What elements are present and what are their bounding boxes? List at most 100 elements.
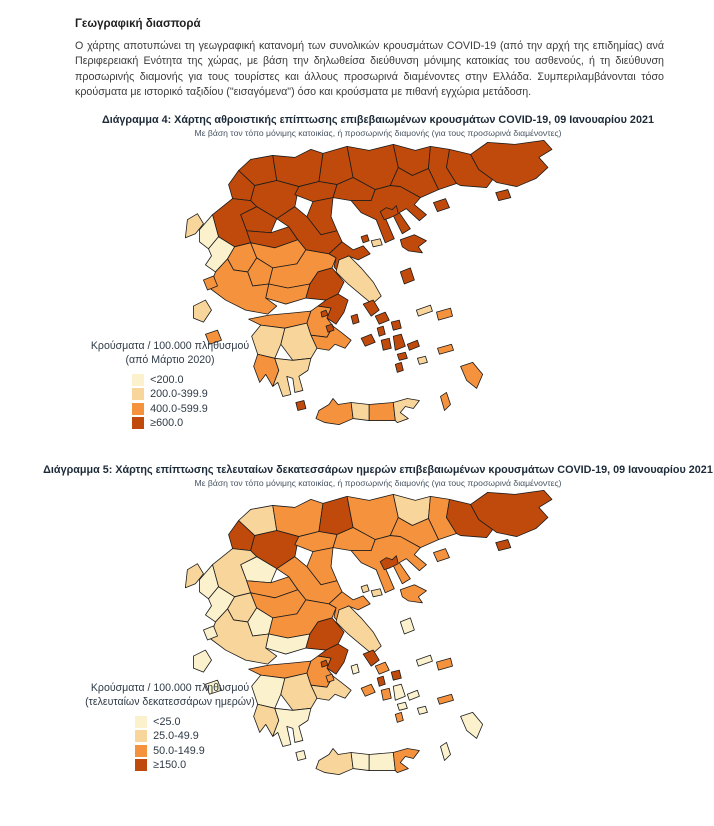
region-laconia — [272, 708, 312, 748]
legend-item: 25.0-49.9 — [135, 729, 205, 744]
region-ikaria — [415, 654, 433, 667]
figure-5: Διάγραμμα 5: Χάρτης επίπτωσης τελευταίων… — [0, 464, 714, 790]
region-samos — [436, 657, 453, 671]
region-samothraki — [495, 189, 512, 202]
legend-swatch — [135, 744, 148, 757]
region-corfu — [184, 213, 204, 239]
region-mykonos — [390, 319, 402, 331]
legend-14day: Κρούσματα / 100.000 πληθυσμού (τελευταίω… — [84, 682, 256, 776]
region-evia — [335, 605, 382, 655]
figure-4-subtitle: Με βάση τον τόπο μόνιμης κατοικίας, ή πρ… — [194, 128, 562, 139]
legend-item: 400.0-599.9 — [132, 402, 208, 417]
region-milos — [360, 333, 376, 347]
legend-item: ≥150.0 — [135, 758, 205, 773]
figure-4: Διάγραμμα 4: Χάρτης αθροιστικής επίπτωση… — [0, 114, 714, 450]
region-syros — [376, 675, 386, 687]
region-zakynthos — [205, 679, 222, 695]
region-kos — [437, 694, 454, 705]
legend-item-label: <200.0 — [150, 373, 184, 386]
region-amorgos — [406, 690, 420, 701]
region-skopelos — [370, 238, 383, 248]
region-paros — [380, 338, 392, 351]
legend-item: 200.0-399.9 — [132, 387, 208, 402]
region-astypalaia — [416, 356, 428, 365]
legend-title: Κρούσματα / 100.000 πληθυσμού — [90, 682, 250, 695]
region-evros — [470, 140, 553, 188]
region-lemnos — [379, 555, 399, 571]
region-aegina — [325, 323, 335, 333]
legend-items: <25.0 25.0-49.9 50.0-149.9 ≥150.0 — [135, 715, 205, 773]
region-arcadia — [280, 672, 318, 711]
region-kea — [350, 313, 360, 325]
region-naxos — [392, 683, 406, 701]
map-area-cumulative: Κρούσματα / 100.000 πληθυσμού (από Μάρτι… — [0, 140, 714, 450]
legend-swatch — [132, 373, 145, 386]
region-chania — [315, 398, 354, 426]
region-skiathos — [360, 584, 370, 594]
section-heading: Γεωγραφική διασπορά — [75, 18, 201, 30]
greece-map-cumulative — [184, 140, 553, 426]
region-kythira — [295, 400, 307, 412]
region-aetolia — [209, 258, 278, 315]
region-evia — [335, 255, 382, 305]
region-chania — [315, 748, 354, 776]
region-salamina — [320, 309, 329, 318]
region-thasos — [433, 548, 450, 563]
region-syros — [376, 325, 386, 337]
legend-swatch — [135, 759, 148, 772]
legend-item-label: <25.0 — [153, 715, 181, 728]
region-chios — [399, 617, 415, 635]
region-milos — [360, 683, 376, 697]
region-skopelos — [370, 588, 383, 598]
region-heraklion — [368, 402, 396, 422]
legend-subtitle: (από Μάρτιο 2020) — [125, 353, 215, 366]
legend-swatch — [135, 730, 148, 743]
region-thasos — [433, 198, 450, 213]
legend-item-label: 200.0-399.9 — [150, 388, 208, 401]
region-kythira — [295, 750, 307, 762]
legend-items: <200.0 200.0-399.9 400.0-599.9 ≥600.0 — [132, 373, 208, 431]
figure-5-title: Διάγραμμα 5: Χάρτης επίπτωσης τελευταίων… — [43, 464, 713, 477]
region-lasithi — [392, 748, 420, 774]
region-kos — [437, 344, 454, 355]
region-karpathos — [440, 392, 451, 412]
greece-map-14day — [184, 490, 553, 776]
legend-swatch — [135, 715, 148, 728]
region-rhodes — [460, 362, 484, 390]
region-samos — [436, 307, 453, 321]
region-lefkada — [203, 625, 218, 641]
map-area-14day: Κρούσματα / 100.000 πληθυσμού (τελευταίω… — [0, 490, 714, 790]
region-karpathos — [440, 742, 451, 762]
region-viotia — [305, 267, 345, 301]
legend-item: ≥600.0 — [132, 416, 208, 431]
region-ilia — [251, 674, 286, 709]
legend-item: 50.0-149.9 — [135, 744, 205, 759]
region-salamina — [320, 659, 329, 668]
region-heraklion — [368, 752, 396, 772]
region-aegina — [325, 673, 335, 683]
intro-paragraph: Ο χάρτης αποτυπώνει τη γεωγραφική κατανο… — [75, 40, 664, 98]
region-tinos — [374, 661, 390, 675]
region-arcadia — [280, 322, 318, 361]
region-lefkada — [203, 275, 218, 291]
legend-title: Κρούσματα / 100.000 πληθυσμού — [90, 340, 250, 353]
legend-item-label: 400.0-599.9 — [150, 402, 208, 415]
legend-item: <25.0 — [135, 715, 205, 730]
region-lasithi — [392, 398, 420, 424]
region-samothraki — [495, 539, 512, 552]
legend-item: <200.0 — [132, 373, 208, 388]
region-ios — [396, 352, 408, 361]
region-zakynthos — [205, 329, 222, 345]
region-ios — [396, 702, 408, 711]
region-astypalaia — [416, 706, 428, 715]
legend-item-label: ≥150.0 — [153, 759, 187, 772]
region-lemnos — [379, 205, 399, 221]
region-kea — [350, 663, 360, 675]
legend-item-label: ≥600.0 — [150, 417, 184, 430]
figure-5-subtitle: Με βάση τον τόπο μόνιμης κατοικίας, ή πρ… — [194, 478, 562, 489]
legend-swatch — [132, 388, 145, 401]
region-lesbos — [399, 234, 427, 254]
legend-item-label: 50.0-149.9 — [153, 744, 205, 757]
region-ilia — [251, 324, 286, 359]
region-pella — [272, 499, 324, 538]
